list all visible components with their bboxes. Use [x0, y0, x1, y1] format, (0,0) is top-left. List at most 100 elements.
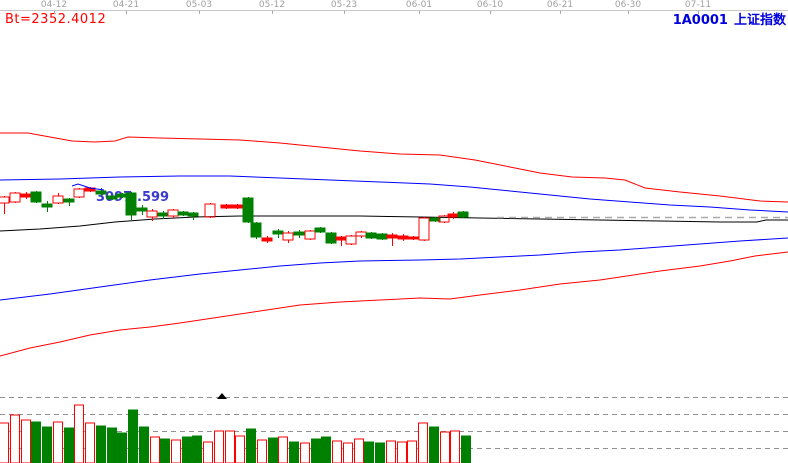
- date-label: 05-12: [258, 0, 286, 10]
- volume-bar: [74, 404, 84, 463]
- candle-body: [63, 198, 75, 203]
- volume-bar: [214, 430, 224, 463]
- band-upper-blue: [0, 175, 788, 213]
- candle-body: [41, 203, 53, 208]
- volume-bar: [64, 427, 74, 463]
- candle-body: [30, 191, 42, 203]
- volume-bar: [182, 436, 192, 463]
- volume-bar: [53, 421, 63, 463]
- volume-bar: [96, 425, 106, 463]
- candle-body: [136, 207, 148, 212]
- symbol-code: 1A0001: [672, 13, 728, 28]
- volume-bar: [429, 426, 439, 463]
- volume-bar: [300, 442, 310, 463]
- candle-body: [0, 196, 10, 204]
- candle-body: [325, 232, 337, 244]
- date-label: 06-10: [476, 0, 504, 10]
- symbol-label: 1A0001 上证指数: [673, 13, 786, 28]
- candle-body: [187, 212, 199, 217]
- volume-bar: [225, 430, 235, 463]
- candle-body: [429, 217, 441, 222]
- volume-bar: [85, 422, 95, 463]
- volume-bar: [192, 435, 202, 463]
- candle-body: [250, 222, 262, 238]
- candle-body: [407, 236, 419, 240]
- volume-bar: [354, 438, 364, 463]
- candle-body: [355, 231, 367, 237]
- volume-bar: [0, 422, 9, 463]
- candle-body: [261, 237, 273, 242]
- triangle-up-marker: [217, 393, 227, 399]
- candle-body: [304, 230, 316, 240]
- candle-body: [231, 204, 243, 209]
- candle-body: [106, 195, 118, 200]
- band-upper-red: [0, 132, 788, 203]
- candle-body: [293, 231, 305, 236]
- candle-body: [52, 195, 64, 204]
- volume-bar: [386, 440, 396, 463]
- volume-bar: [10, 414, 20, 463]
- candle-body: [365, 232, 377, 239]
- candle-body: [397, 235, 409, 240]
- candle-body: [157, 212, 169, 217]
- candle-body: [167, 209, 179, 217]
- volume-bar: [128, 409, 138, 463]
- volume-bar: [364, 441, 374, 463]
- candle-body: [418, 217, 430, 241]
- date-label: 04-12: [40, 0, 68, 10]
- volume-bar: [235, 435, 245, 463]
- date-label: 06-01: [405, 0, 433, 10]
- mini-blue-line: [71, 183, 105, 191]
- candle-body: [20, 193, 32, 198]
- volume-bar: [42, 426, 52, 463]
- volume-bar: [246, 428, 256, 463]
- candle-body: [335, 236, 347, 241]
- date-label: 07-11: [684, 0, 712, 10]
- date-label: 06-21: [546, 0, 574, 10]
- candle-body: [447, 213, 459, 218]
- volume-bar: [332, 440, 342, 463]
- date-label: 04-21: [112, 0, 140, 10]
- candle-body: [146, 210, 158, 218]
- volume-bar: [139, 426, 149, 463]
- date-label: 05-03: [185, 0, 213, 10]
- volume-bar: [440, 431, 450, 463]
- volume-bar: [150, 436, 160, 463]
- volume-bar: [268, 437, 278, 463]
- volume-bar: [171, 439, 181, 463]
- middle-line: [0, 215, 788, 232]
- volume-bar: [450, 430, 460, 463]
- volume-bar: [107, 427, 117, 463]
- candle-body: [282, 232, 294, 241]
- candle-body: [242, 197, 254, 223]
- candle-body: [272, 230, 284, 235]
- volume-bar: [343, 442, 353, 463]
- volume-bar: [160, 438, 170, 463]
- candle-body: [73, 188, 85, 198]
- volume-bar: [418, 422, 428, 463]
- candle-body: [204, 203, 216, 218]
- volume-bar: [311, 438, 321, 463]
- volume-bar: [21, 419, 31, 463]
- volume-bar: [407, 440, 417, 463]
- candle-body: [386, 234, 398, 239]
- candle-body: [220, 204, 232, 209]
- date-label: 05-23: [330, 0, 358, 10]
- candle-body: [438, 215, 450, 223]
- band-lower-red: [0, 251, 788, 357]
- candle-body: [314, 227, 326, 233]
- candle-body: [376, 233, 388, 240]
- volume-bar: [278, 436, 288, 463]
- volume-bar: [321, 436, 331, 463]
- volume-bar: [117, 432, 127, 463]
- bt-indicator-label: Bt=2352.4012: [5, 12, 107, 27]
- candle-body: [345, 235, 357, 245]
- volume-bar: [203, 441, 213, 463]
- band-lower-blue: [0, 237, 788, 301]
- candle-body: [457, 211, 469, 218]
- volume-bar: [257, 439, 267, 463]
- volume-bar: [461, 435, 471, 463]
- volume-bar: [289, 441, 299, 463]
